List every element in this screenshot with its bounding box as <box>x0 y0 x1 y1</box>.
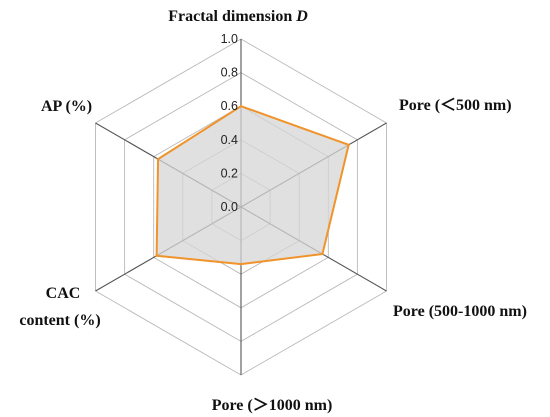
data-point <box>347 143 350 147</box>
axis-label-fractal-dimension: Fractal dimension D <box>168 8 308 25</box>
tick-label: 0.4 <box>221 133 238 147</box>
tick-label: 1.0 <box>221 32 238 46</box>
axis-label-pore-500-1000: Pore (500-1000 nm) <box>393 303 527 320</box>
tick-label: 0.6 <box>221 99 238 113</box>
data-point <box>155 254 158 257</box>
data-point <box>239 105 243 108</box>
tick-label: 0.8 <box>221 66 238 80</box>
tick-labels: 0.0 0.2 0.4 0.6 0.8 1.0 <box>221 32 238 214</box>
data-point <box>239 262 243 266</box>
axis-label-pore-under-500: Pore (＜500 nm) <box>399 97 512 114</box>
data-point <box>156 157 160 161</box>
data-series <box>155 105 350 266</box>
series-area <box>155 105 350 266</box>
axis-label-ap: AP (%) <box>41 98 92 115</box>
tick-label: 0.2 <box>221 166 238 180</box>
axis-label-cac-content: CAC content (%) <box>19 285 100 329</box>
axis-label-pore-over-1000: Pore (＞1000 nm) <box>212 397 333 414</box>
tick-label: 0.0 <box>221 200 238 214</box>
data-point <box>321 252 324 256</box>
